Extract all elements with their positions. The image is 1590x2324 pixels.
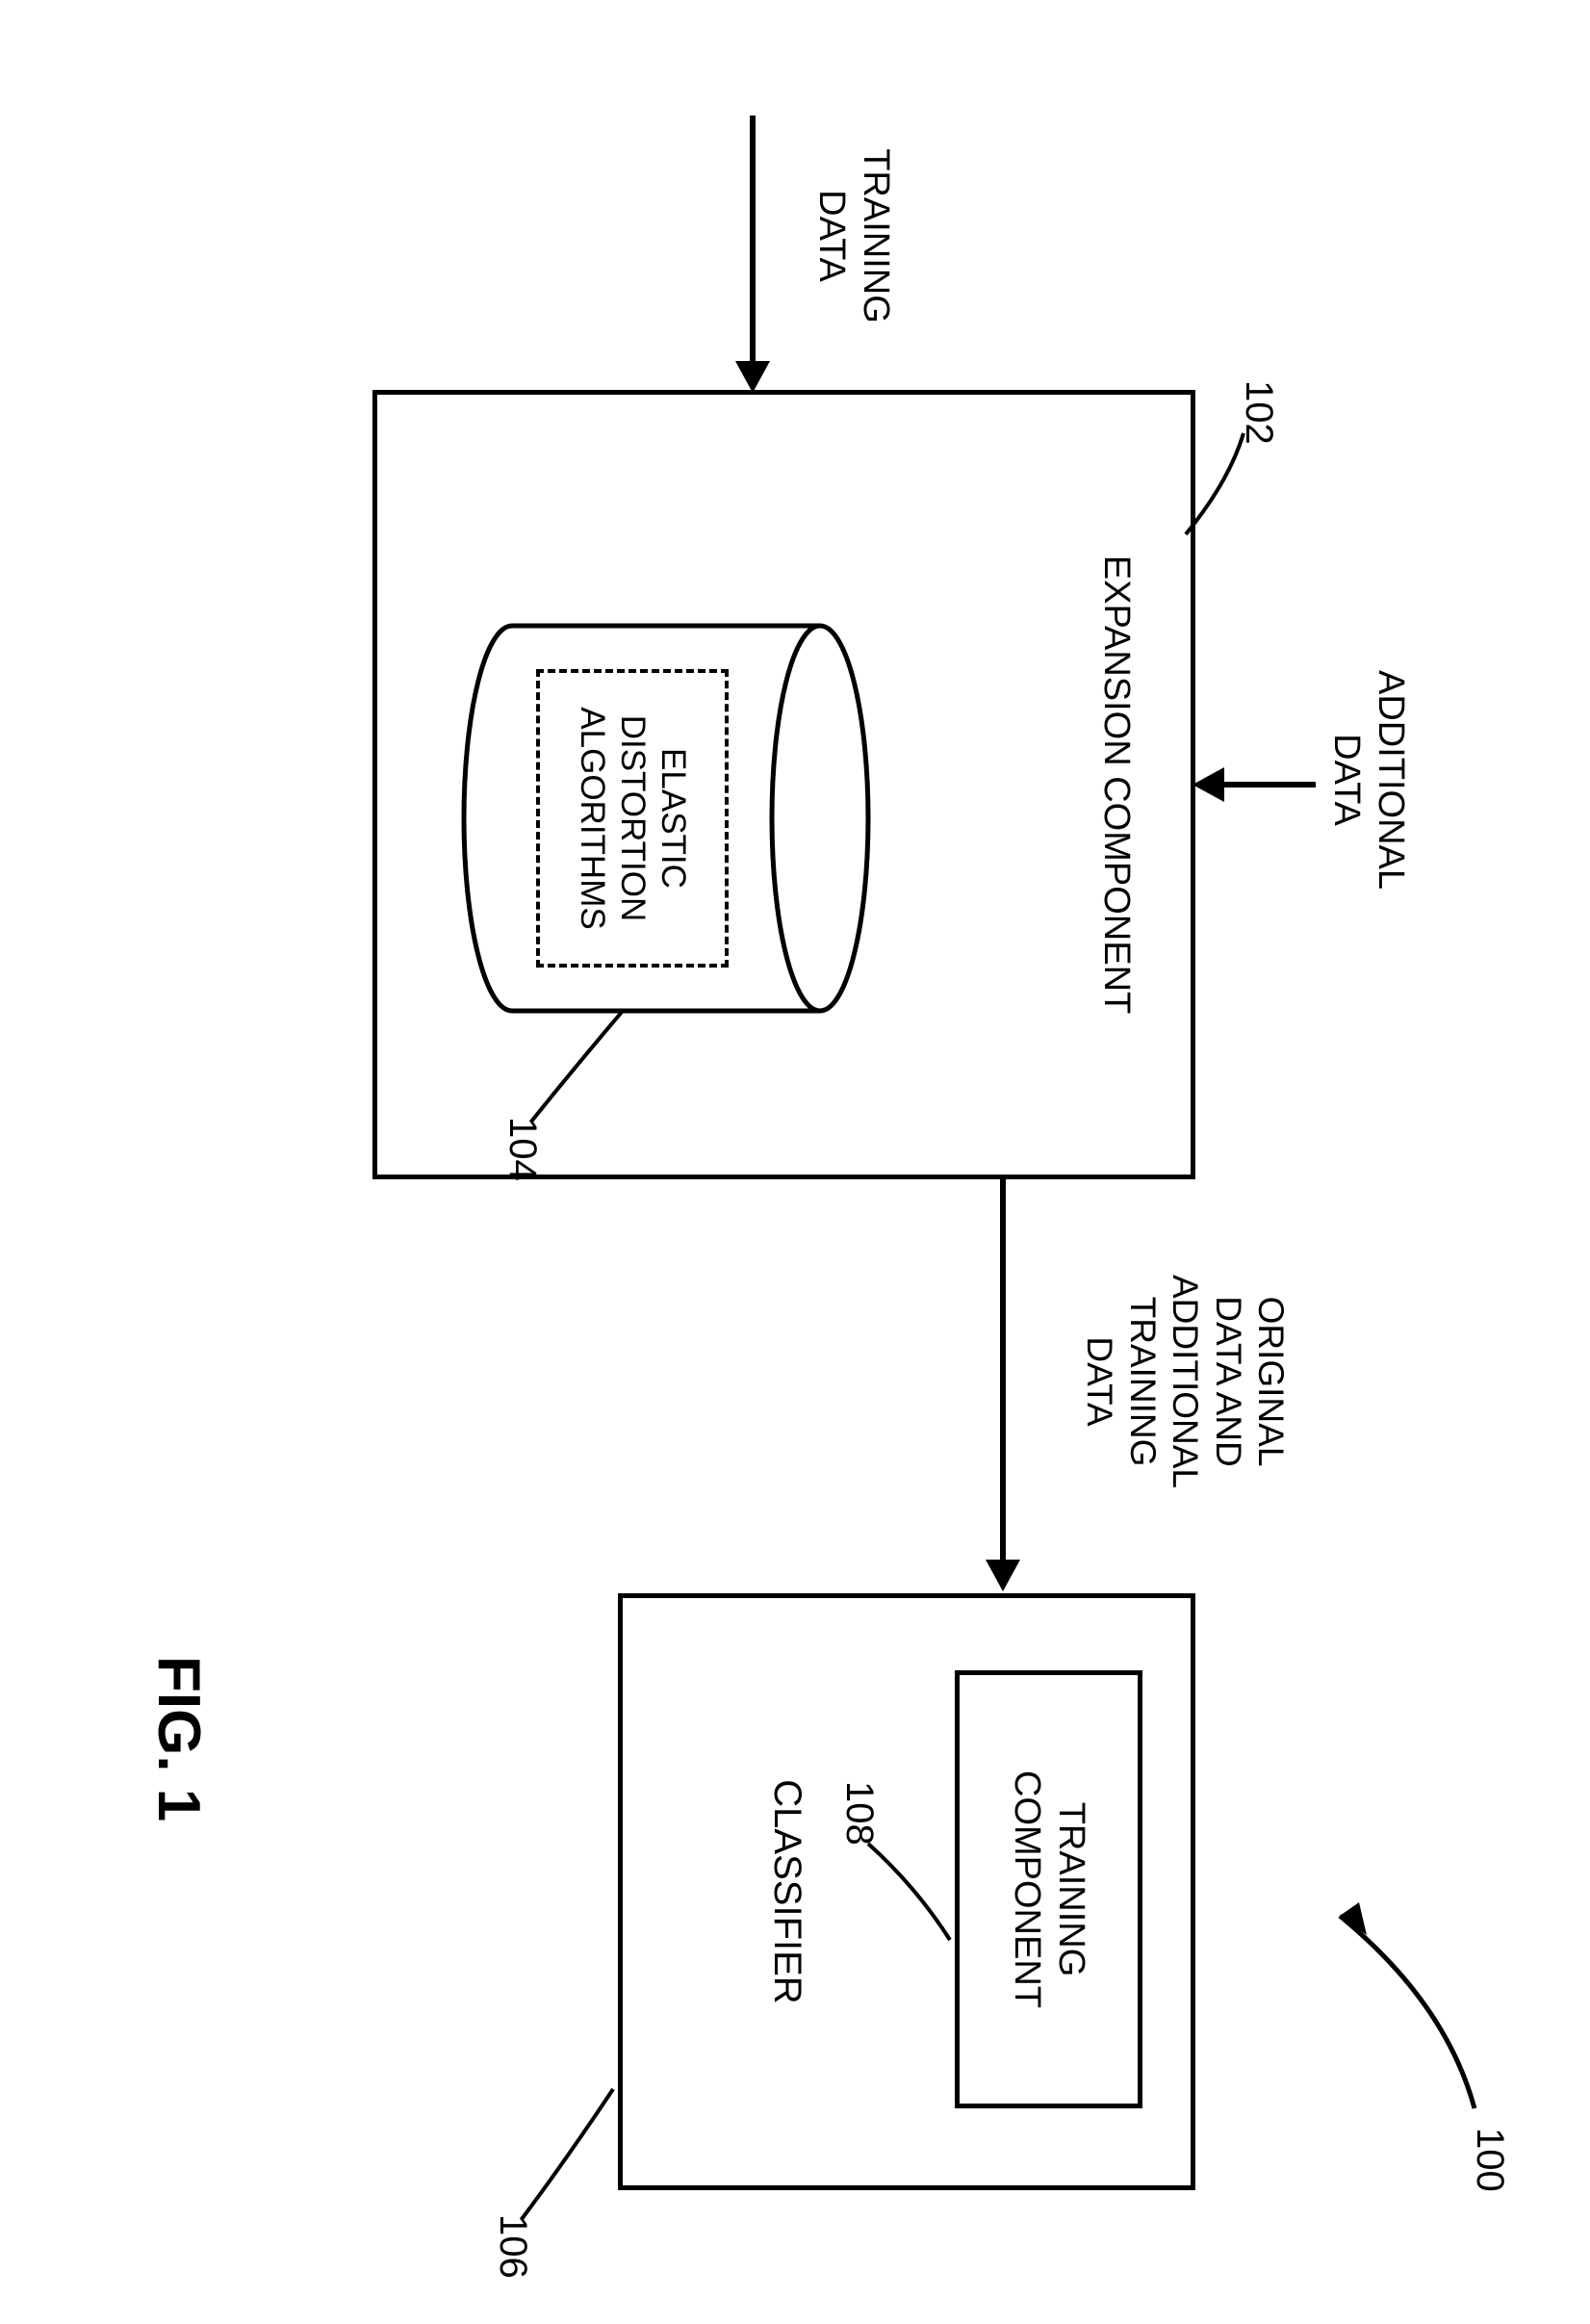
leader-104 (522, 1006, 628, 1131)
ref-108: 108 (836, 1781, 883, 1846)
additional-data-label: ADDITIONAL DATA (1324, 635, 1412, 924)
diagram-stage: 100 TRAINING DATA ADDITIONAL DATA EXPANS… (0, 0, 1590, 2324)
ref-104: 104 (500, 1117, 546, 1181)
classifier-title: CLASSIFIER (764, 1598, 810, 2185)
algorithms-label: ELASTIC DISTORTION ALGORITHMS (572, 707, 693, 929)
arrow-to-classifier (974, 1179, 1032, 1593)
leader-106 (512, 2084, 618, 2229)
ref-arrow-100 (1321, 1887, 1503, 2137)
ref-100: 100 (1467, 2128, 1513, 2192)
algorithms-store: ELASTIC DISTORTION ALGORITHMS (459, 616, 873, 1020)
training-data-label: TRAINING DATA (809, 130, 897, 342)
training-component: TRAINING COMPONENT (955, 1670, 1142, 2108)
leader-108 (859, 1834, 955, 1959)
arrow-additional-data (1191, 756, 1316, 813)
ref-102: 102 (1236, 380, 1282, 445)
ref-106: 106 (490, 2214, 536, 2279)
figure-caption: FIG. 1 (142, 1656, 214, 1821)
expansion-component: EXPANSION COMPONENT ELASTIC DISTORTION A… (372, 390, 1195, 1179)
expansion-title: EXPANSION COMPONENT (1093, 395, 1138, 1175)
training-component-label: TRAINING COMPONENT (1005, 1770, 1092, 2008)
arrow-training-data (724, 116, 782, 395)
mid-arrow-label: ORIGINAL DATA AND ADDITIONAL TRAINING DA… (1078, 1237, 1292, 1526)
